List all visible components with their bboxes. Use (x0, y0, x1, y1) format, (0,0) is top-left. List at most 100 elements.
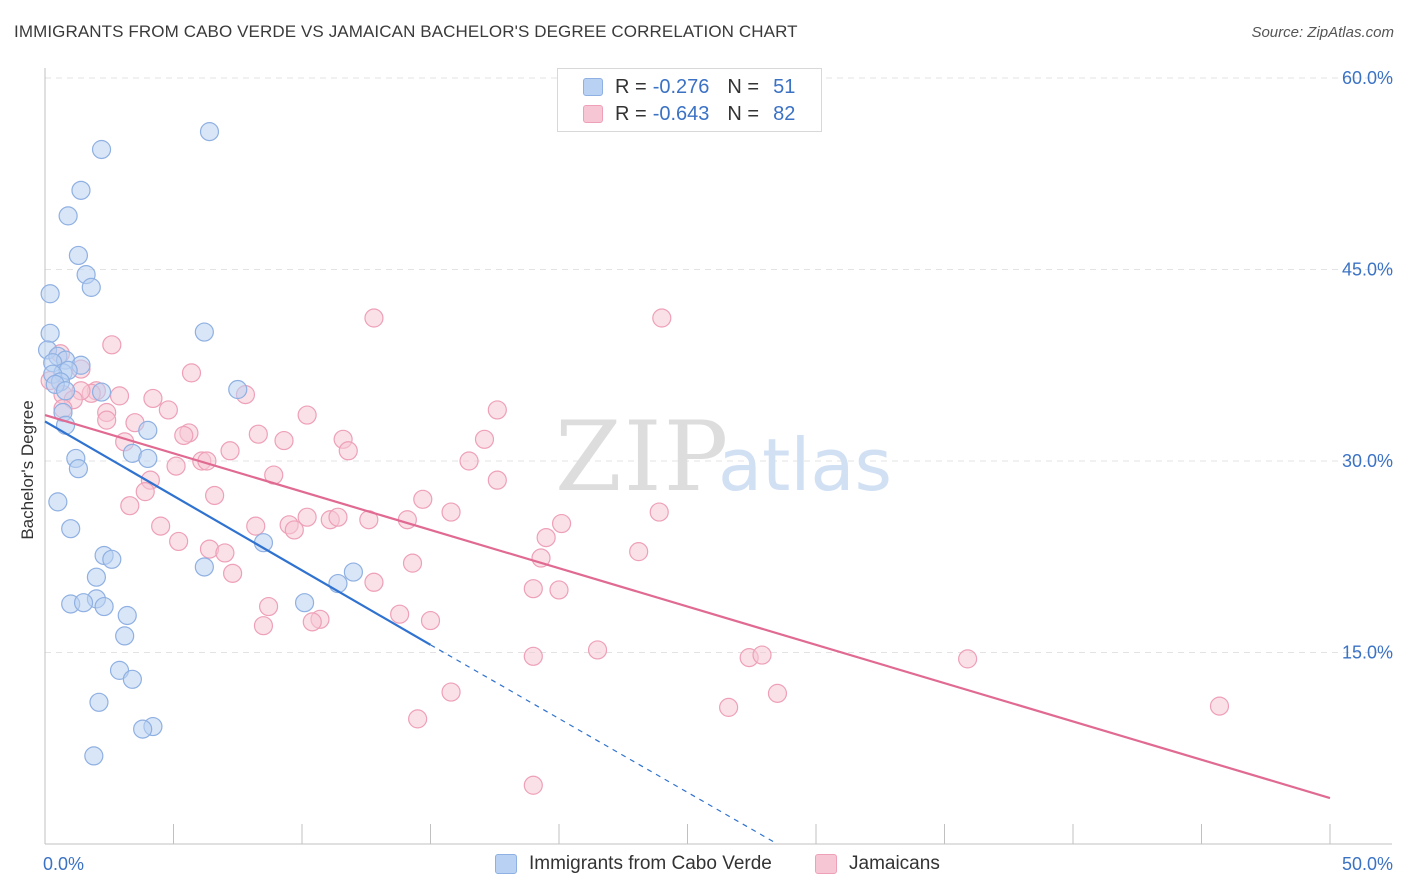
grid-lines (45, 77, 1392, 653)
cabo-verde-point (40, 284, 60, 304)
jamaicans-point (364, 308, 384, 328)
cabo-verde-point (91, 139, 112, 160)
cabo-verde-point (228, 379, 248, 400)
jamaicans-point (649, 502, 669, 522)
cabo-verde-point (194, 557, 214, 577)
jamaicans-point (413, 489, 433, 509)
jamaicans-point (338, 441, 358, 461)
cabo-verde-point (343, 562, 363, 582)
legend-n-value: 82 (773, 102, 796, 125)
y-tick-label: 45.0% (1342, 260, 1393, 280)
jamaicans-point (487, 470, 507, 490)
y-tick-label: 15.0% (1342, 643, 1393, 663)
series-legend-cabo-verde: Immigrants from Cabo Verde (495, 852, 772, 876)
jamaicans-point (109, 386, 130, 406)
legend-r-value: -0.276 (652, 75, 710, 98)
cabo-verde-point (117, 605, 137, 626)
jamaicans-point (523, 579, 543, 599)
jamaicans-point (587, 640, 608, 660)
jamaicans-point (143, 388, 163, 409)
cabo-verde-point (94, 596, 114, 617)
jamaicans-point (441, 682, 461, 702)
cabo-verde-points (37, 122, 363, 766)
legend-row-jamaicans: R = -0.643 N = 82 (558, 101, 795, 127)
cabo-verde-point (68, 245, 89, 266)
jamaicans-point (174, 425, 194, 446)
jamaicans-points (40, 308, 1230, 795)
cabo-verde-point (89, 692, 109, 712)
jamaicans-point (487, 400, 507, 420)
legend-n-label: N = (727, 102, 760, 125)
source-label: Source: ZipAtlas.com (1251, 24, 1394, 41)
y-tick-label: 60.0% (1342, 68, 1393, 88)
jamaicans-point (166, 456, 186, 476)
legend-n-label: N = (727, 75, 760, 98)
jamaicans-point (752, 645, 772, 665)
jamaicans-point (248, 424, 268, 444)
cabo-verde-point (115, 626, 135, 646)
jamaicans-point (102, 335, 122, 355)
jamaicans-point (297, 405, 317, 425)
jamaicans-point (205, 485, 225, 506)
y-axis-label: Bachelor's Degree (18, 400, 37, 540)
cabo-verde-point (55, 381, 76, 401)
cabo-verde-point (138, 420, 158, 440)
jamaicans-point (459, 451, 479, 471)
cabo-verde-point (133, 719, 153, 739)
jamaicans-point (536, 527, 556, 548)
cabo-verde-point (40, 323, 60, 343)
jamaicans-point (246, 516, 266, 536)
cabo-verde-trend-extension (430, 644, 778, 845)
axes (44, 68, 1392, 845)
legend-swatch-pink (583, 105, 603, 123)
legend-r-label: R = (615, 75, 647, 98)
jamaicans-point (523, 775, 543, 795)
cabo-verde-point (84, 746, 104, 766)
jamaicans-point (120, 496, 140, 516)
jamaicans-point (135, 482, 155, 502)
jamaicans-point (408, 709, 428, 729)
cabo-verde-point (81, 277, 101, 297)
series-legend-jamaicans: Jamaicans (815, 852, 940, 876)
jamaicans-point (328, 507, 348, 527)
jamaicans-point (551, 513, 572, 534)
jamaicans-point (97, 410, 117, 430)
cabo-verde-point (91, 382, 112, 402)
jamaicans-point (523, 646, 543, 666)
series-label-cabo-verde: Immigrants from Cabo Verde (529, 853, 772, 874)
jamaicans-point (253, 616, 274, 636)
jamaicans-point (549, 580, 569, 600)
cabo-verde-trend-line (44, 420, 432, 646)
jamaicans-point (441, 502, 461, 522)
x-tick-label-max: 50.0% (1342, 854, 1393, 874)
legend-r-value: -0.643 (652, 102, 710, 125)
jamaicans-point (297, 507, 317, 527)
jamaicans-point (274, 430, 294, 451)
stats-legend: R = -0.276 N = 51 R = -0.643 N = 82 (557, 68, 822, 132)
legend-n-value: 51 (773, 75, 796, 98)
trend-lines (44, 413, 1331, 845)
x-tick-label-min: 0.0% (43, 854, 84, 874)
jamaicans-point (390, 604, 410, 624)
watermark-atlas: atlas (718, 423, 892, 507)
jamaicans-point (302, 612, 322, 632)
cabo-verde-point (294, 593, 315, 613)
watermark-zip: ZIP (555, 401, 730, 513)
series-label-jamaicans: Jamaicans (849, 853, 940, 874)
jamaicans-point (181, 363, 202, 383)
cabo-verde-point (58, 206, 78, 226)
cabo-verde-point (48, 492, 68, 512)
jamaicans-point (767, 683, 788, 703)
chart-title: IMMIGRANTS FROM CABO VERDE VS JAMAICAN B… (14, 22, 798, 41)
jamaicans-point (402, 553, 423, 573)
cabo-verde-point (73, 593, 94, 613)
cabo-verde-point (86, 567, 107, 587)
cabo-verde-point (122, 669, 142, 689)
watermark: ZIP atlas (555, 401, 892, 513)
jamaicans-point (719, 697, 739, 717)
jamaicans-point (220, 441, 240, 461)
cabo-verde-point (68, 459, 89, 479)
cabo-verde-point (138, 448, 158, 469)
legend-row-cabo-verde: R = -0.276 N = 51 (558, 74, 795, 100)
jamaicans-point (629, 542, 649, 562)
